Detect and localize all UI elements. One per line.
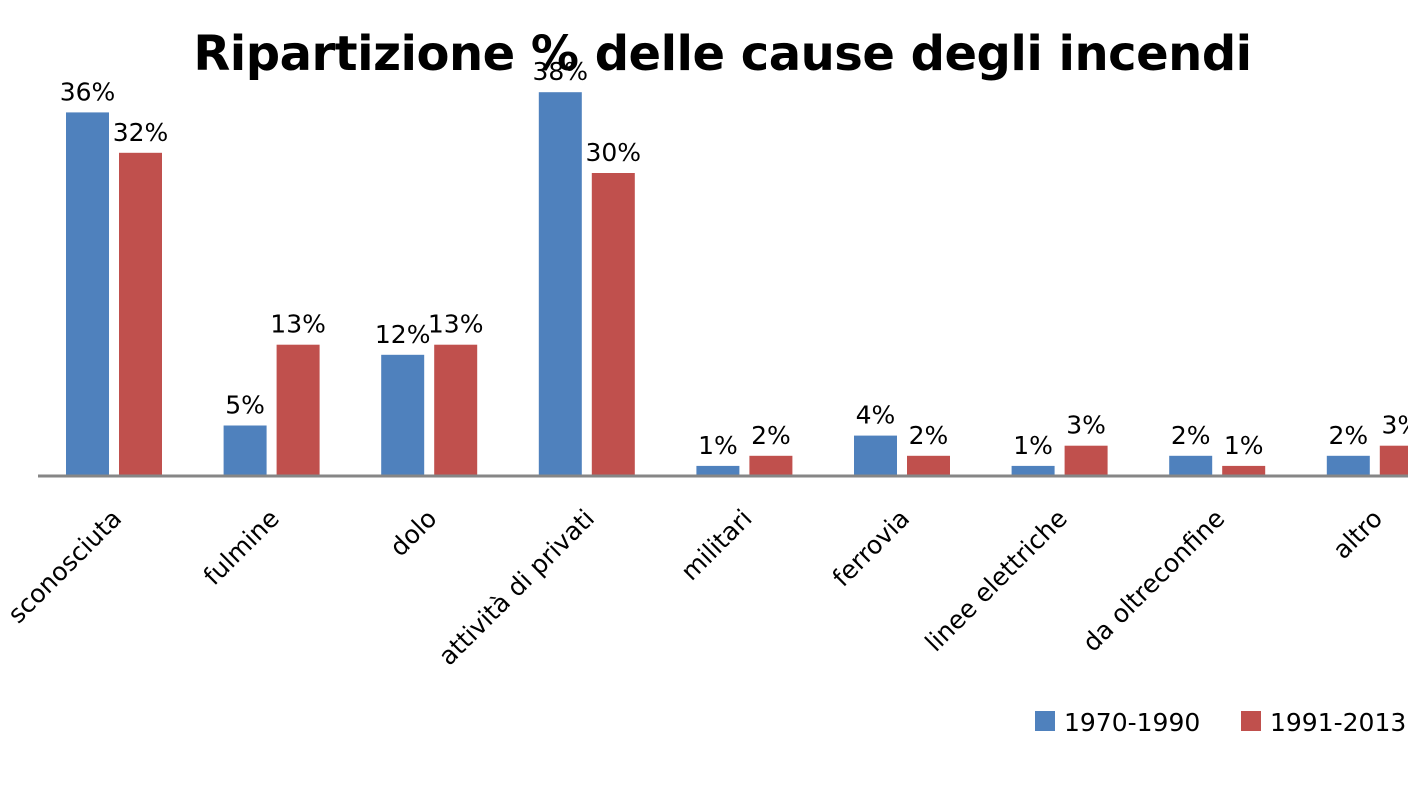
bar-series1: [854, 435, 897, 476]
category-label: ferrovia: [827, 504, 915, 592]
legend-swatch: [1241, 711, 1261, 731]
data-label: 30%: [586, 138, 642, 167]
bar-series1: [1011, 465, 1055, 476]
data-label: 12%: [375, 320, 431, 349]
bar-series2: [907, 455, 950, 476]
data-label: 5%: [225, 391, 265, 420]
data-label: 2%: [1328, 421, 1368, 450]
data-label: 13%: [270, 310, 326, 339]
chart-title: Ripartizione % delle cause degli incendi: [193, 26, 1252, 82]
bar-series2: [591, 173, 635, 476]
bar-series1: [1326, 455, 1370, 476]
data-label: 2%: [909, 421, 949, 450]
category-label: militari: [675, 504, 757, 586]
bar-series2: [276, 344, 320, 476]
legend-swatch: [1035, 711, 1055, 731]
data-labels-layer: 36%32%5%13% 12%13%38%30%1% 2%4%2% 1%3% 2% 1% 2…: [60, 57, 1408, 460]
bar-series2: [434, 344, 478, 476]
bar-series2: [119, 152, 162, 477]
legend-label: 1970-1990: [1064, 708, 1200, 737]
bar-series1: [538, 92, 582, 476]
category-label: linee elettriche: [919, 504, 1072, 657]
data-label: 1%: [1013, 431, 1053, 460]
category-label: fulmine: [198, 504, 285, 591]
bar-series2: [749, 455, 793, 476]
category-label: altro: [1327, 504, 1388, 565]
legend-label: 1991-2013: [1270, 708, 1406, 737]
bar-series1: [223, 425, 267, 476]
data-label: 38%: [533, 57, 589, 86]
data-label: 13%: [428, 310, 484, 339]
bar-series2: [1379, 445, 1408, 476]
legend: 1970-1990 1991-2013: [1035, 708, 1406, 737]
bar-series1: [381, 354, 425, 476]
data-label: 2%: [751, 421, 791, 450]
data-label: 36%: [60, 77, 116, 106]
bar-series1: [696, 465, 740, 476]
data-label: 3%: [1066, 411, 1106, 440]
data-label: 2%: [1171, 421, 1211, 450]
bars-layer: [66, 92, 1408, 477]
data-label: 1%: [698, 431, 738, 460]
bar-series2: [1064, 445, 1108, 476]
bar-series1: [66, 112, 109, 477]
bar-series1: [1169, 455, 1213, 476]
bar-series2: [1222, 465, 1266, 476]
data-label: 3%: [1381, 411, 1408, 440]
category-label: da oltreconfine: [1077, 504, 1231, 658]
category-label: dolo: [384, 504, 442, 562]
data-label: 1%: [1224, 431, 1264, 460]
data-label: 4%: [856, 401, 896, 430]
category-label: attività di privati: [433, 504, 600, 671]
data-label: 32%: [113, 118, 169, 147]
category-label: sconosciuta: [2, 504, 127, 629]
